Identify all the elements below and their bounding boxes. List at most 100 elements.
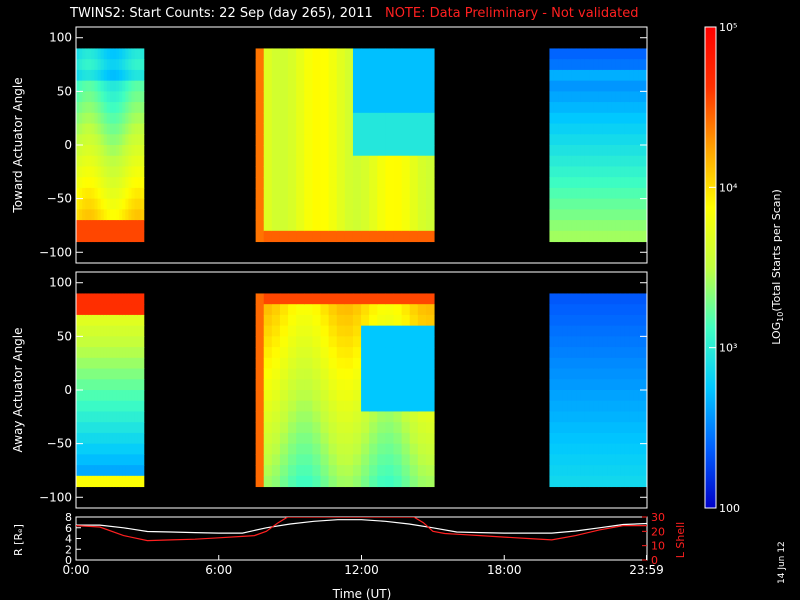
heatmap-cell bbox=[97, 166, 102, 178]
heatmap-cell bbox=[638, 422, 644, 434]
heatmap-cell bbox=[271, 400, 281, 412]
heatmap-cell bbox=[271, 166, 281, 178]
heatmap-cell bbox=[611, 400, 617, 412]
heatmap-cell bbox=[288, 304, 297, 316]
heatmap-cell bbox=[409, 390, 419, 402]
heatmap-cell bbox=[633, 325, 639, 337]
heatmap-cell bbox=[82, 134, 86, 146]
heatmap-cell bbox=[593, 336, 599, 348]
heatmap-cell bbox=[377, 443, 386, 455]
heatmap-cell bbox=[263, 102, 273, 114]
heatmap-cell bbox=[109, 454, 114, 466]
heatmap-cell bbox=[271, 390, 281, 402]
heatmap-cell bbox=[88, 379, 92, 391]
heatmap-cell bbox=[393, 357, 403, 370]
heatmap-cell bbox=[385, 347, 395, 359]
heatmap-cell bbox=[576, 325, 581, 337]
heatmap-cell bbox=[553, 134, 559, 146]
heatmap-cell bbox=[279, 166, 289, 178]
r-tick-label: 2 bbox=[65, 543, 72, 556]
heatmap-cell bbox=[336, 475, 346, 488]
heatmap-cell bbox=[549, 69, 555, 82]
heatmap-cell bbox=[642, 293, 648, 305]
heatmap-cell bbox=[97, 59, 102, 71]
heatmap-cell bbox=[82, 454, 86, 466]
heatmap-cell bbox=[312, 314, 322, 327]
heatmap-cell bbox=[79, 465, 83, 477]
heatmap-cell bbox=[137, 475, 142, 488]
heatmap-cell bbox=[106, 336, 111, 348]
heatmap-cell bbox=[106, 166, 111, 178]
heatmap-cell bbox=[100, 134, 105, 146]
heatmap-cell bbox=[602, 80, 608, 92]
heatmap-cell bbox=[409, 293, 419, 305]
heatmap-cell bbox=[79, 145, 83, 157]
heatmap-cell bbox=[385, 368, 395, 380]
heatmap-cell bbox=[97, 454, 102, 466]
heatmap-cell bbox=[112, 454, 117, 466]
heatmap-cell bbox=[328, 293, 338, 305]
heatmap-cell bbox=[369, 432, 378, 445]
heatmap-cell bbox=[103, 347, 108, 359]
heatmap-cell bbox=[393, 177, 403, 189]
heatmap-cell bbox=[109, 187, 114, 200]
heatmap-cell bbox=[82, 80, 86, 92]
heatmap-cell bbox=[85, 400, 89, 412]
heatmap-cell bbox=[336, 379, 346, 391]
heatmap-cell bbox=[553, 390, 559, 402]
heatmap-cell bbox=[131, 443, 136, 455]
heatmap-cell bbox=[320, 422, 330, 434]
heatmap-cell bbox=[615, 475, 621, 488]
heatmap-cell bbox=[134, 293, 139, 305]
heatmap-cell bbox=[97, 368, 102, 380]
heatmap-cell bbox=[615, 230, 621, 243]
heatmap-cell bbox=[328, 390, 338, 402]
heatmap-cell bbox=[100, 145, 105, 157]
heatmap-cell bbox=[393, 187, 403, 200]
heatmap-cell bbox=[288, 220, 297, 232]
heatmap-cell bbox=[103, 293, 108, 305]
heatmap-cell bbox=[352, 465, 362, 477]
heatmap-cell bbox=[598, 59, 604, 71]
heatmap-cell bbox=[425, 220, 435, 232]
heatmap-cell bbox=[598, 432, 604, 445]
heatmap-cell bbox=[352, 209, 362, 221]
heatmap-cell bbox=[576, 475, 581, 488]
heatmap-cell bbox=[100, 357, 105, 370]
heatmap-cell bbox=[296, 102, 305, 114]
heatmap-cell bbox=[611, 69, 617, 82]
heatmap-cell bbox=[352, 59, 362, 71]
heatmap-cell bbox=[97, 134, 102, 146]
heatmap-cell bbox=[549, 198, 555, 210]
heatmap-cell bbox=[620, 177, 626, 189]
heatmap-cell bbox=[584, 465, 590, 477]
heatmap-cell bbox=[633, 454, 639, 466]
heatmap-cell bbox=[361, 198, 370, 210]
heatmap-cell bbox=[369, 230, 378, 243]
heatmap-cell bbox=[633, 336, 639, 348]
heatmap-cell bbox=[304, 209, 313, 221]
heatmap-cell bbox=[642, 134, 648, 146]
heatmap-cell bbox=[615, 102, 621, 114]
heatmap-cell bbox=[602, 293, 608, 305]
heatmap-cell bbox=[296, 177, 305, 189]
heatmap-cell bbox=[633, 91, 639, 103]
heatmap-cell bbox=[82, 400, 86, 412]
heatmap-cell bbox=[128, 432, 132, 445]
heatmap-cell bbox=[125, 166, 129, 178]
heatmap-cell bbox=[344, 347, 354, 359]
heatmap-cell bbox=[140, 454, 145, 466]
heatmap-cell bbox=[633, 59, 639, 71]
heatmap-cell bbox=[263, 443, 273, 455]
heatmap-cell bbox=[125, 220, 129, 232]
heatmap-cell bbox=[633, 134, 639, 146]
heatmap-cell bbox=[638, 411, 644, 423]
heatmap-cell bbox=[580, 314, 586, 327]
heatmap-cell bbox=[320, 304, 330, 316]
heatmap-cell bbox=[97, 198, 102, 210]
heatmap-cell bbox=[593, 187, 599, 200]
heatmap-cell bbox=[128, 411, 132, 423]
heatmap-cell bbox=[119, 198, 123, 210]
heatmap-cell bbox=[562, 155, 568, 167]
heatmap-cell bbox=[79, 166, 83, 178]
